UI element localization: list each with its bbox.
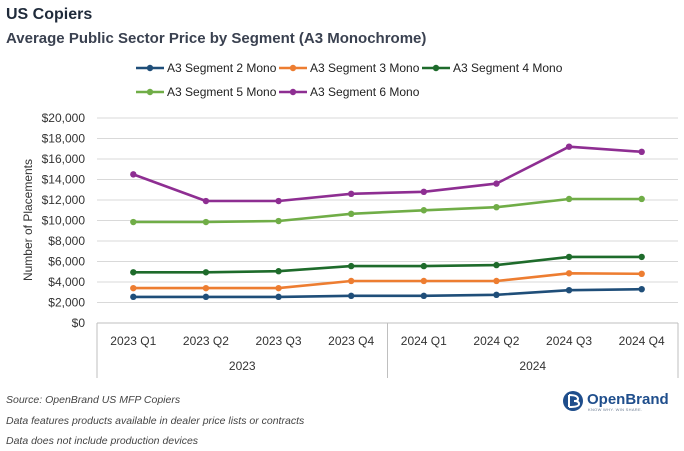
data-point [638, 195, 645, 203]
data-point [202, 284, 210, 292]
data-point [275, 268, 282, 275]
y-tick-label: $4,000 [48, 275, 85, 289]
data-point [565, 253, 573, 261]
data-point [275, 293, 282, 301]
logo-wordmark: OpenBrand [587, 391, 669, 408]
data-point [347, 210, 355, 218]
data-point [493, 203, 500, 211]
data-point [347, 292, 355, 300]
data-point [565, 195, 573, 203]
legend-label: A3 Segment 5 Mono [167, 85, 277, 99]
series-line [132, 197, 644, 224]
data-point [565, 143, 573, 150]
data-point [130, 218, 137, 226]
data-point [130, 293, 137, 301]
y-tick-label: $14,000 [42, 173, 86, 187]
y-tick-label: $12,000 [42, 193, 86, 207]
data-point [493, 277, 500, 285]
legend-label: A3 Segment 3 Mono [310, 61, 420, 75]
x-tick-label: 2024 Q4 [619, 334, 665, 348]
data-point [275, 197, 282, 205]
x-group-label: 2023 [229, 359, 256, 373]
footnote-source: Source: OpenBrand US MFP Copiers [6, 394, 181, 406]
y-tick-label: $20,000 [42, 111, 86, 125]
y-tick-label: $0 [72, 316, 86, 330]
x-tick-label: 2023 Q3 [256, 334, 302, 348]
data-point [638, 285, 645, 293]
data-point [638, 253, 645, 261]
data-point [202, 269, 210, 276]
x-tick-label: 2024 Q3 [546, 334, 592, 348]
data-point [202, 293, 210, 301]
legend-swatch-marker [432, 64, 440, 72]
legend-swatch-marker [289, 64, 297, 72]
data-point [420, 292, 428, 300]
logo-mark-glyph-icon [568, 394, 581, 408]
x-tick-label: 2023 Q1 [110, 334, 156, 348]
x-axis: 2023 Q1 2023 Q2 2023 Q3 2023 Q4 2024 Q1 2024 … [96, 322, 679, 378]
chart-subtitle: Average Public Sector Price by Segment (… [6, 30, 426, 47]
chart-title: US Copiers [6, 6, 92, 23]
legend-swatch-marker [146, 88, 154, 96]
x-group-label: 2024 [519, 359, 546, 373]
data-point [493, 180, 500, 187]
data-point [565, 287, 573, 294]
data-point [347, 262, 355, 270]
legend-swatch-marker [146, 64, 154, 72]
data-point [130, 284, 137, 292]
x-tick-label: 2024 Q1 [401, 334, 447, 348]
series-line [132, 271, 644, 290]
y-axis: $0 $2,000 $4,000 $6,000 $8,000 $10,000 $12,000… [42, 111, 86, 330]
data-point [638, 148, 645, 156]
legend-label: A3 Segment 6 Mono [310, 85, 420, 99]
y-tick-label: $6,000 [48, 255, 85, 269]
data-point [493, 291, 500, 299]
legend-swatch-marker [289, 88, 297, 96]
legend-label: A3 Segment 4 Mono [453, 61, 563, 75]
data-point [347, 277, 355, 285]
y-axis-label: Number of Placements [21, 159, 35, 281]
openbrand-logo: OpenBrand KNOW WHY. WIN SHARE. [563, 391, 669, 412]
data-point [275, 284, 282, 292]
legend: A3 Segment 2 Mono A3 Segment 3 Mono A3 Seg… [136, 61, 563, 99]
data-point [420, 262, 428, 270]
x-tick-label: 2023 Q2 [183, 334, 229, 348]
series-line [132, 145, 644, 203]
data-point [420, 207, 428, 214]
data-point [202, 218, 210, 226]
data-point [493, 261, 500, 269]
data-point [202, 197, 210, 205]
gridlines [97, 117, 678, 303]
series-line [132, 255, 644, 274]
data-point [420, 277, 428, 285]
series-group [130, 143, 645, 301]
y-tick-label: $16,000 [42, 152, 86, 166]
data-point [347, 190, 355, 198]
data-point [420, 188, 428, 195]
data-point [130, 269, 137, 276]
y-tick-label: $2,000 [48, 296, 85, 310]
logo-mark-icon [563, 391, 583, 411]
data-point [130, 171, 137, 178]
legend-label: A3 Segment 2 Mono [167, 61, 277, 75]
data-point [275, 217, 282, 225]
x-tick-label: 2023 Q4 [328, 334, 374, 348]
data-point [565, 270, 573, 277]
series-line [132, 287, 644, 299]
y-tick-label: $8,000 [48, 234, 85, 248]
y-tick-label: $10,000 [42, 214, 86, 228]
y-tick-label: $18,000 [42, 132, 86, 146]
footnote-exclusion: Data does not include production devices [6, 435, 199, 447]
x-tick-label: 2024 Q2 [473, 334, 519, 348]
footnote-data-features: Data features products available in deal… [6, 415, 305, 427]
data-point [638, 270, 645, 277]
logo-tagline: KNOW WHY. WIN SHARE. [588, 407, 642, 412]
